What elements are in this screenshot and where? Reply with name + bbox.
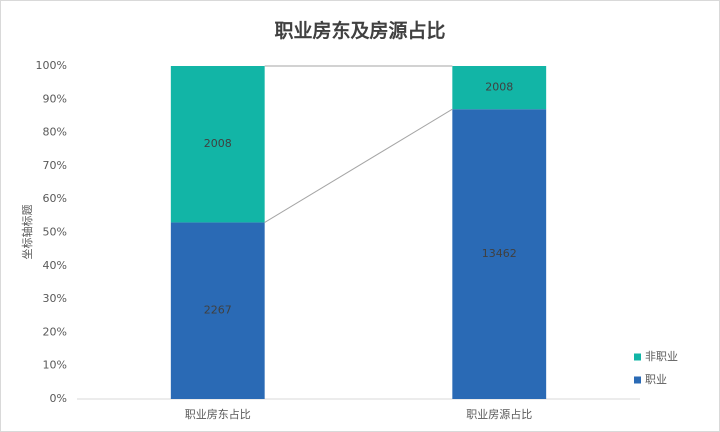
bar-segment bbox=[170, 222, 265, 399]
y-tick-label: 30% bbox=[43, 292, 67, 305]
data-label: 2008 bbox=[204, 137, 232, 150]
y-axis-title: 坐标轴标题 bbox=[20, 205, 34, 260]
series-line bbox=[264, 108, 453, 223]
y-tick-label: 20% bbox=[43, 325, 67, 338]
chart-title: 职业房东及房源占比 bbox=[274, 19, 445, 42]
bar-segment bbox=[452, 66, 547, 110]
bar-segment bbox=[452, 109, 547, 400]
y-tick-label: 90% bbox=[43, 92, 67, 105]
y-tick-label: 40% bbox=[43, 259, 67, 272]
y-tick-label: 50% bbox=[43, 226, 67, 239]
y-tick-label: 70% bbox=[43, 159, 67, 172]
y-tick-label: 0% bbox=[50, 392, 67, 405]
data-label: 2008 bbox=[485, 81, 513, 94]
x-tick-label: 职业房东占比 bbox=[185, 407, 251, 421]
y-tick-label: 80% bbox=[43, 126, 67, 139]
legend-swatch bbox=[634, 376, 641, 384]
legend-label: 非职业 bbox=[645, 350, 678, 363]
data-label: 2267 bbox=[204, 304, 232, 317]
y-tick-label: 10% bbox=[43, 359, 67, 372]
bar-segment bbox=[170, 66, 265, 223]
legend-swatch bbox=[634, 353, 641, 361]
legend-label: 职业 bbox=[645, 373, 667, 386]
data-label: 13462 bbox=[482, 247, 517, 260]
x-tick-label: 职业房源占比 bbox=[466, 407, 532, 421]
y-tick-label: 100% bbox=[36, 59, 67, 72]
y-tick-label: 60% bbox=[43, 192, 67, 205]
